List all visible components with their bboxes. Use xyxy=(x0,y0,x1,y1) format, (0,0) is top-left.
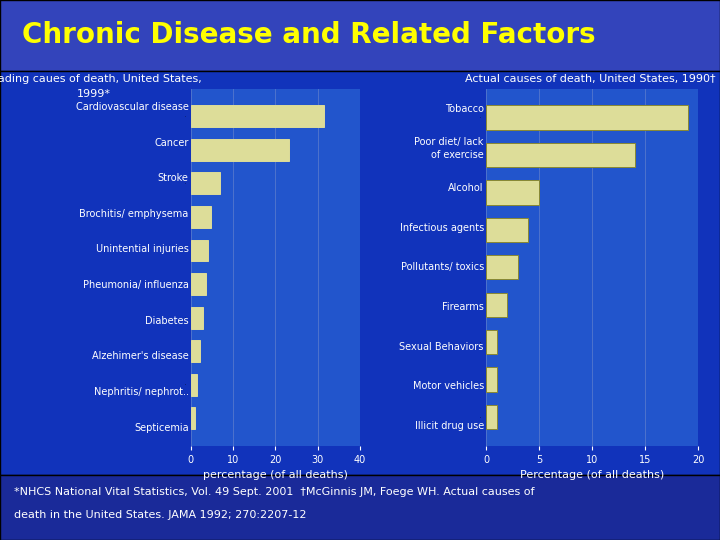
Text: Stroke: Stroke xyxy=(158,173,189,183)
Text: Illicit drug use: Illicit drug use xyxy=(415,421,484,431)
Bar xyxy=(486,218,528,242)
Bar xyxy=(191,340,200,362)
Text: Cancer: Cancer xyxy=(154,138,189,147)
Bar xyxy=(191,408,195,429)
Text: Diabetes: Diabetes xyxy=(145,316,189,326)
Text: *NHCS National Vital Statistics, Vol. 49 Sept. 2001  †McGinnis JM, Foege WH. Act: *NHCS National Vital Statistics, Vol. 49… xyxy=(14,487,535,497)
Text: 1999*: 1999* xyxy=(76,89,111,99)
Text: Leading caues of death, United States,: Leading caues of death, United States, xyxy=(0,73,202,84)
Bar xyxy=(191,206,211,228)
Text: Nephritis/ nephrot..: Nephritis/ nephrot.. xyxy=(94,387,189,397)
Bar xyxy=(191,307,203,328)
X-axis label: percentage (of all deaths): percentage (of all deaths) xyxy=(203,470,348,480)
Text: Firearms: Firearms xyxy=(442,302,484,312)
Bar xyxy=(191,172,220,194)
Text: Cardiovascular disease: Cardiovascular disease xyxy=(76,102,189,112)
Text: Chronic Disease and Related Factors: Chronic Disease and Related Factors xyxy=(22,21,595,49)
Text: Pheumonia/ influenza: Pheumonia/ influenza xyxy=(83,280,189,290)
Text: death in the United States. JAMA 1992; 270:2207-12: death in the United States. JAMA 1992; 2… xyxy=(14,510,307,521)
Text: Actual causes of death, United States, 1990†: Actual causes of death, United States, 1… xyxy=(465,73,716,84)
Text: Sexual Behaviors: Sexual Behaviors xyxy=(400,341,484,352)
Bar xyxy=(191,273,207,295)
Text: Pollutants/ toxics: Pollutants/ toxics xyxy=(400,262,484,272)
Text: Infectious agents: Infectious agents xyxy=(400,222,484,233)
Text: Alcohol: Alcohol xyxy=(449,183,484,193)
Text: of exercise: of exercise xyxy=(431,150,484,160)
Bar xyxy=(486,405,497,429)
Bar xyxy=(486,330,497,354)
Text: Motor vehicles: Motor vehicles xyxy=(413,381,484,391)
Text: Unintential injuries: Unintential injuries xyxy=(96,245,189,254)
Bar xyxy=(486,180,539,205)
Text: Alzehimer's disease: Alzehimer's disease xyxy=(92,352,189,361)
Bar xyxy=(191,240,208,261)
Text: Poor diet/ lack: Poor diet/ lack xyxy=(415,137,484,147)
Bar xyxy=(191,139,289,161)
Bar xyxy=(486,105,688,130)
Text: Tobacco: Tobacco xyxy=(445,104,484,114)
Bar xyxy=(486,368,497,392)
Bar xyxy=(486,255,518,280)
Text: Septicemia: Septicemia xyxy=(134,423,189,433)
Text: Brochitis/ emphysema: Brochitis/ emphysema xyxy=(79,209,189,219)
Bar xyxy=(191,105,323,127)
Bar xyxy=(191,374,197,396)
X-axis label: Percentage (of all deaths): Percentage (of all deaths) xyxy=(520,470,665,480)
Bar xyxy=(486,293,508,317)
Bar xyxy=(486,143,635,167)
